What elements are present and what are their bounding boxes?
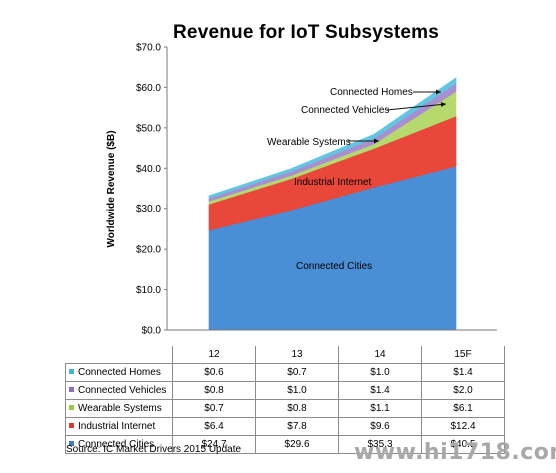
area-labels: Connected Homes Connected Vehicles Wearabl… bbox=[267, 87, 447, 272]
legend-swatch bbox=[69, 423, 74, 428]
x-tick-label: 14 bbox=[338, 346, 422, 364]
legend-entry: Industrial Internet bbox=[65, 417, 173, 436]
legend-swatch bbox=[69, 441, 74, 446]
watermark: www.hi1718.com bbox=[354, 440, 556, 465]
data-label: $0.8 bbox=[255, 399, 339, 418]
data-label: $1.0 bbox=[255, 381, 339, 400]
y-axis-title: Worldwide Revenue ($B) bbox=[106, 130, 117, 247]
x-tick-label: 12 bbox=[172, 346, 256, 364]
y-axis: $0.0 $10.0 $20.0 $30.0 $40.0 $50.0 $60.0 $70.0 W… bbox=[106, 43, 497, 337]
annotation-arrow bbox=[386, 103, 447, 111]
data-label: $6.4 bbox=[172, 417, 256, 436]
data-label: $29.6 bbox=[255, 435, 339, 454]
area-annotation: Connected Homes bbox=[330, 87, 413, 98]
data-label: $1.1 bbox=[338, 399, 422, 418]
table-row: Connected Vehicles $0.8 $1.0 $1.4 $2.0 bbox=[65, 381, 505, 400]
x-tick-label: 15F bbox=[421, 346, 505, 364]
data-label: $6.1 bbox=[421, 399, 505, 418]
legend-entry: Connected Vehicles bbox=[65, 381, 173, 400]
legend-label: Connected Vehicles bbox=[78, 385, 167, 396]
table-header-row: 12 13 14 15F bbox=[65, 346, 505, 364]
chart-title: Revenue for IoT Subsystems bbox=[173, 22, 439, 43]
annotation-arrowhead bbox=[436, 89, 441, 95]
areas-layer bbox=[208, 77, 457, 331]
y-tick-label: $50.0 bbox=[136, 123, 161, 134]
legend-label: Connected Homes bbox=[78, 367, 161, 378]
data-label: $9.6 bbox=[338, 417, 422, 436]
data-label: $2.0 bbox=[421, 381, 505, 400]
area-connected-homes bbox=[208, 77, 457, 199]
table-row: Connected Homes $0.6 $0.7 $1.0 $1.4 bbox=[65, 363, 505, 382]
legend-swatch bbox=[69, 369, 74, 374]
annotation-arrowhead bbox=[440, 102, 446, 107]
area-annotation: Industrial Internet bbox=[294, 177, 371, 188]
x-tick-label: 13 bbox=[255, 346, 339, 364]
data-label: $0.6 bbox=[172, 363, 256, 382]
area-annotation: Connected Cities bbox=[296, 261, 372, 272]
y-tick-label: $10.0 bbox=[136, 285, 161, 296]
legend-label: Wearable Systems bbox=[78, 403, 162, 414]
y-tick-label: $60.0 bbox=[136, 83, 161, 94]
source-note: Source: IC Market Drivers 2015 Update bbox=[66, 444, 242, 455]
y-tick-label: $0.0 bbox=[142, 326, 162, 337]
data-label: $0.8 bbox=[172, 381, 256, 400]
data-label: $0.7 bbox=[172, 399, 256, 418]
data-label: $40.5 bbox=[421, 435, 505, 454]
legend-label: Connected Cities bbox=[78, 439, 155, 450]
area-chart: $0.0 $10.0 $20.0 $30.0 $40.0 $50.0 $60.0 $70.0 W… bbox=[106, 43, 497, 337]
legend-swatch bbox=[69, 387, 74, 392]
data-label: $7.8 bbox=[255, 417, 339, 436]
data-table: 12 13 14 15F Connected Homes $0.6 $0.7 $1.0 $1.4… bbox=[65, 346, 505, 454]
table-row: Wearable Systems $0.7 $0.8 $1.1 $6.1 bbox=[65, 399, 505, 418]
data-label: $35.3 bbox=[338, 435, 422, 454]
area-annotation: Wearable Systems bbox=[267, 137, 351, 148]
legend-swatch bbox=[69, 405, 74, 410]
y-tick-label: $20.0 bbox=[136, 245, 161, 256]
table-row: Industrial Internet $6.4 $7.8 $9.6 $12.4 bbox=[65, 417, 505, 436]
data-label: $1.4 bbox=[421, 363, 505, 382]
area-annotation: Connected Vehicles bbox=[301, 105, 389, 116]
legend-entry: Wearable Systems bbox=[65, 399, 173, 418]
data-label: $1.0 bbox=[338, 363, 422, 382]
data-label: $12.4 bbox=[421, 417, 505, 436]
y-tick-label: $40.0 bbox=[136, 164, 161, 175]
legend-label: Industrial Internet bbox=[78, 421, 156, 432]
annotation-arrowhead bbox=[374, 138, 379, 144]
y-tick-label: $30.0 bbox=[136, 204, 161, 215]
data-label: $0.7 bbox=[255, 363, 339, 382]
table-row: Connected Cities $24.7 $29.6 $35.3 $40.5 bbox=[65, 435, 505, 454]
y-tick-label: $70.0 bbox=[136, 43, 161, 54]
data-label: $1.4 bbox=[338, 381, 422, 400]
table-corner-cell bbox=[65, 346, 173, 364]
legend-entry: Connected Homes bbox=[65, 363, 173, 382]
